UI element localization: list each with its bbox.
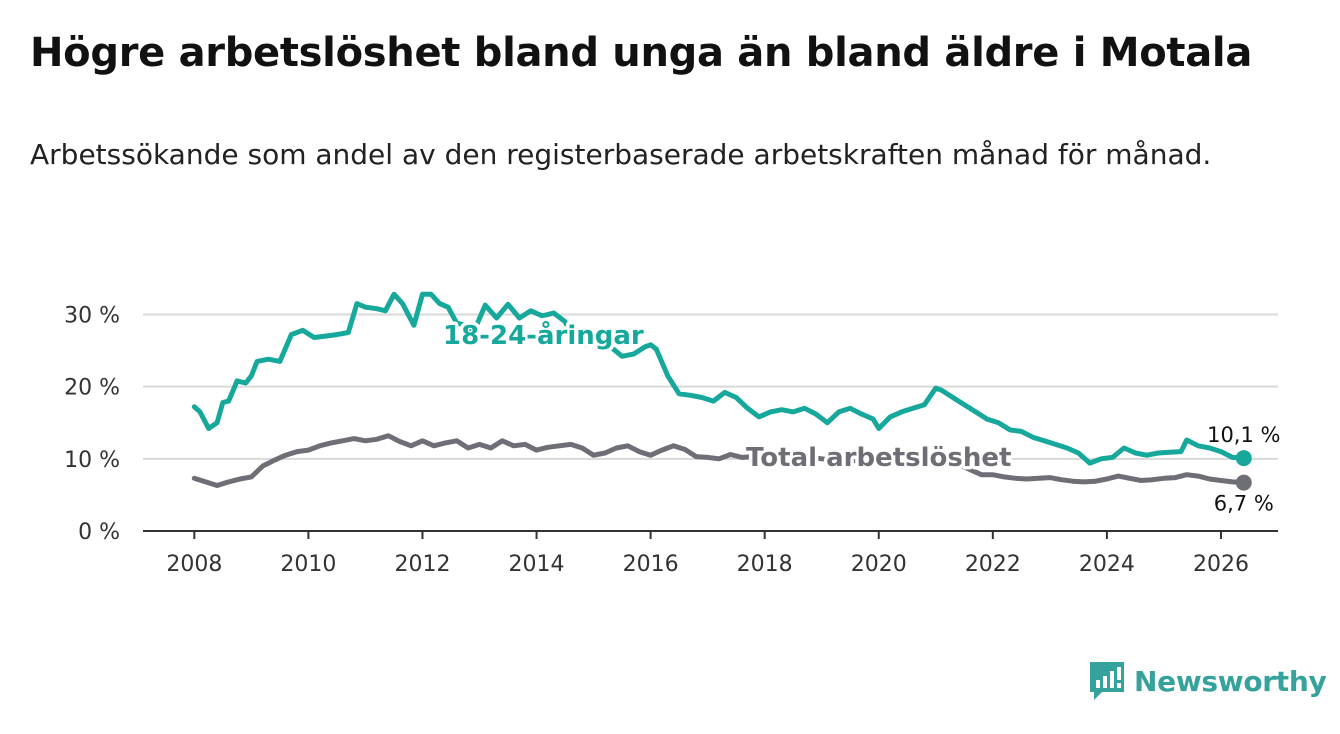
gridlines: 0 % 10 % 20 % 30 % bbox=[64, 303, 1278, 545]
youth-end-label: 10,1 % bbox=[1207, 423, 1280, 447]
x-tick-label: 2010 bbox=[280, 552, 336, 577]
youth-end-point bbox=[1235, 450, 1252, 467]
y-tick-label: 20 % bbox=[64, 376, 120, 401]
x-tick-label: 2014 bbox=[509, 552, 565, 577]
series-labels: 18-24-åringar Total arbetslöshet 10,1 % 6,7… bbox=[440, 316, 1281, 516]
total-end-label: 6,7 % bbox=[1214, 492, 1274, 516]
y-tick-label: 10 % bbox=[64, 448, 120, 473]
total-series-line bbox=[191, 433, 1247, 488]
brand-name: Newsworthy bbox=[1134, 664, 1327, 698]
x-tick-label: 2022 bbox=[965, 552, 1021, 577]
total-end-point bbox=[1235, 474, 1252, 491]
x-tick-label: 2026 bbox=[1193, 552, 1249, 577]
youth-series-line bbox=[191, 291, 1247, 466]
chart-subtitle: Arbetssökande som andel av den registerb… bbox=[30, 138, 1212, 171]
x-tick-label: 2024 bbox=[1079, 552, 1135, 577]
x-tick-label: 2018 bbox=[737, 552, 793, 577]
x-tick-label: 2012 bbox=[394, 552, 450, 577]
x-axis: 2008 2010 2012 2014 2016 2018 2020 2022 2024 2026 bbox=[143, 530, 1278, 577]
y-tick-label: 0 % bbox=[78, 520, 120, 545]
x-tick-label: 2008 bbox=[166, 552, 222, 577]
chart-title: Högre arbetslöshet bland unga än bland ä… bbox=[30, 30, 1253, 76]
newsworthy-logo-icon bbox=[1090, 662, 1124, 700]
x-tick-label: 2016 bbox=[623, 552, 679, 577]
x-tick-label: 2020 bbox=[851, 552, 907, 577]
series-lines bbox=[191, 291, 1252, 491]
total-series-label: Total arbetslöshet bbox=[746, 443, 1011, 473]
y-tick-label: 30 % bbox=[64, 303, 120, 328]
youth-series-label: 18-24-åringar bbox=[443, 319, 644, 351]
newsworthy-logo: Newsworthy bbox=[1088, 660, 1327, 702]
